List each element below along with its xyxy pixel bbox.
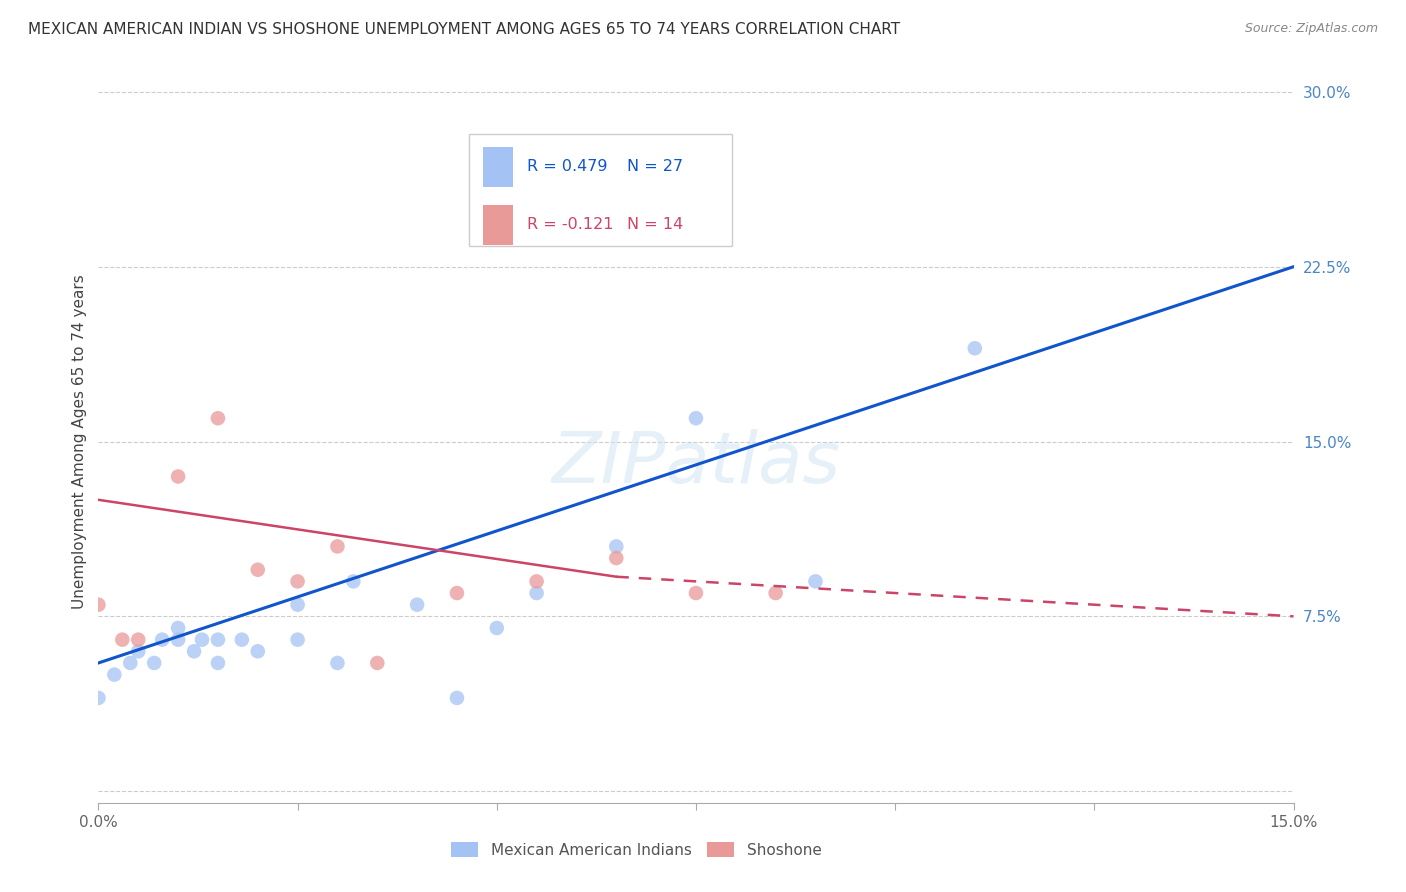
Point <box>804 574 827 589</box>
Point <box>183 644 205 658</box>
Text: MEXICAN AMERICAN INDIAN VS SHOSHONE UNEMPLOYMENT AMONG AGES 65 TO 74 YEARS CORRE: MEXICAN AMERICAN INDIAN VS SHOSHONE UNEM… <box>28 22 900 37</box>
Legend: Mexican American Indians, Shoshone: Mexican American Indians, Shoshone <box>444 836 828 863</box>
Point <box>87 598 110 612</box>
Point <box>143 656 166 670</box>
FancyBboxPatch shape <box>484 205 513 244</box>
Text: R = -0.121: R = -0.121 <box>527 218 614 232</box>
Point <box>685 411 707 425</box>
Point <box>246 563 269 577</box>
Point <box>685 586 707 600</box>
Point <box>565 202 588 216</box>
Point <box>167 621 190 635</box>
Point <box>765 586 787 600</box>
Point <box>406 598 429 612</box>
Point <box>526 574 548 589</box>
Text: ZIPatlas: ZIPatlas <box>551 429 841 498</box>
Point <box>127 632 149 647</box>
Point <box>963 341 986 355</box>
Point <box>326 656 349 670</box>
Point <box>342 574 364 589</box>
Point <box>111 632 134 647</box>
Point <box>150 632 173 647</box>
Point <box>326 540 349 554</box>
Point <box>127 644 149 658</box>
Point <box>207 632 229 647</box>
Point <box>287 598 309 612</box>
Point <box>120 656 142 670</box>
Y-axis label: Unemployment Among Ages 65 to 74 years: Unemployment Among Ages 65 to 74 years <box>72 274 87 609</box>
Point <box>207 411 229 425</box>
Point <box>605 551 627 566</box>
Point <box>167 632 190 647</box>
Text: Source: ZipAtlas.com: Source: ZipAtlas.com <box>1244 22 1378 36</box>
Point <box>446 690 468 705</box>
Point <box>287 574 309 589</box>
Text: R = 0.479: R = 0.479 <box>527 160 607 175</box>
Text: N = 27: N = 27 <box>627 160 683 175</box>
Point <box>167 469 190 483</box>
Point <box>231 632 253 647</box>
Point <box>87 690 110 705</box>
FancyBboxPatch shape <box>484 147 513 186</box>
Point <box>605 540 627 554</box>
Point <box>287 632 309 647</box>
FancyBboxPatch shape <box>470 135 733 246</box>
Point <box>446 586 468 600</box>
Point <box>207 656 229 670</box>
Point <box>366 656 388 670</box>
Text: N = 14: N = 14 <box>627 218 683 232</box>
Point <box>485 621 508 635</box>
Point <box>103 667 125 681</box>
Point <box>246 644 269 658</box>
Point <box>526 586 548 600</box>
Point <box>191 632 214 647</box>
